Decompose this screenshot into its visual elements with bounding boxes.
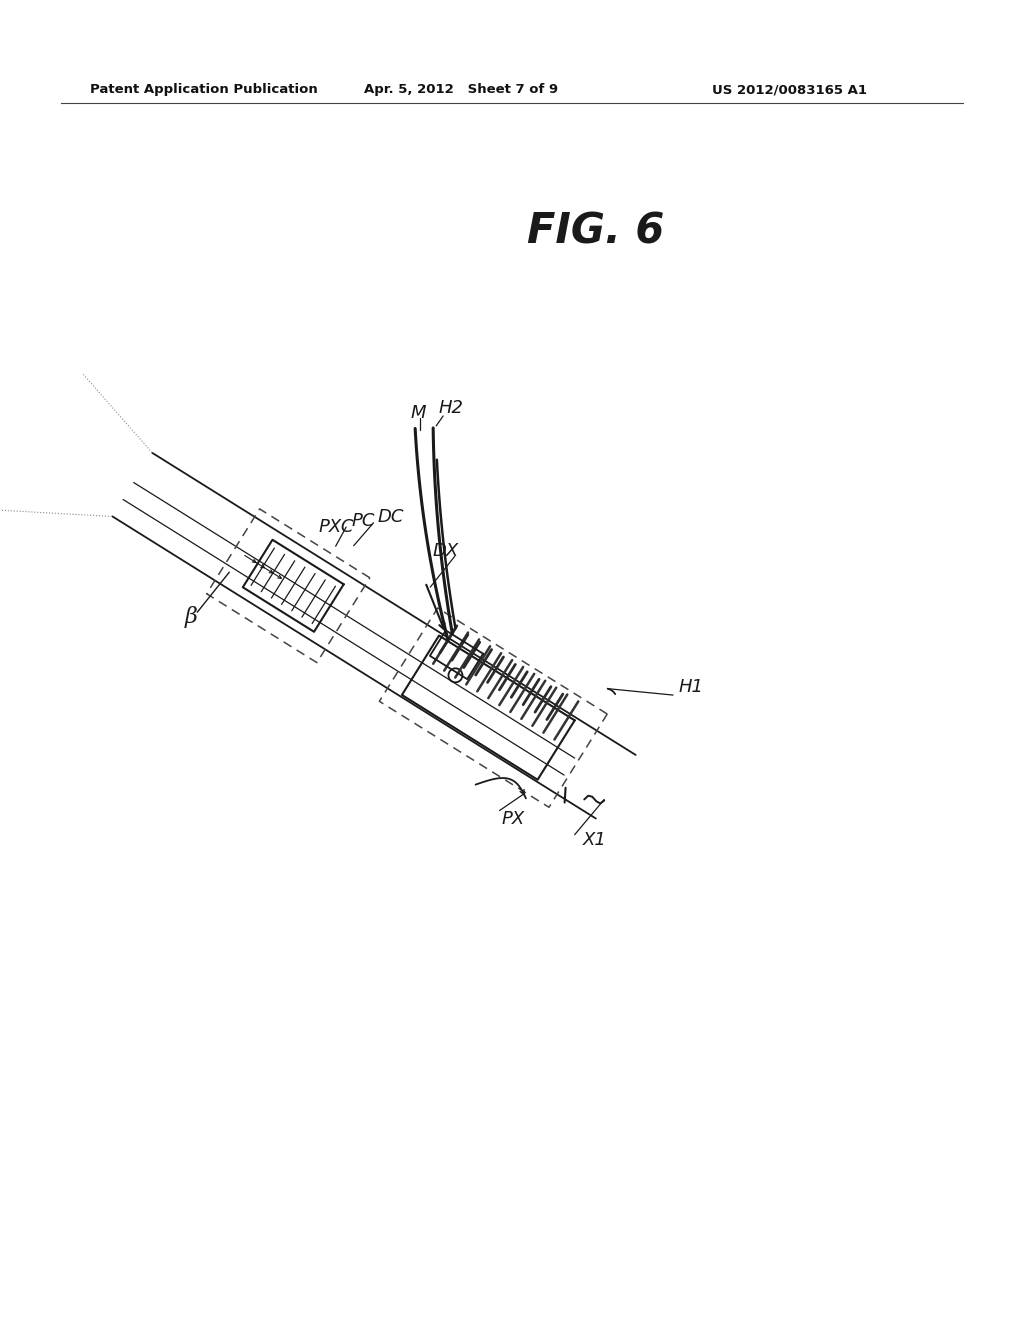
Text: X1: X1 xyxy=(583,830,606,849)
Text: H2: H2 xyxy=(438,399,463,417)
Text: PC: PC xyxy=(351,512,375,529)
Text: DC: DC xyxy=(378,508,404,525)
Text: Apr. 5, 2012   Sheet 7 of 9: Apr. 5, 2012 Sheet 7 of 9 xyxy=(364,83,558,96)
Text: M: M xyxy=(411,404,426,422)
Text: DX: DX xyxy=(433,543,459,561)
Text: US 2012/0083165 A1: US 2012/0083165 A1 xyxy=(712,83,866,96)
Text: PXC: PXC xyxy=(318,517,353,536)
Text: Patent Application Publication: Patent Application Publication xyxy=(90,83,317,96)
Text: β: β xyxy=(184,606,198,628)
Text: PX: PX xyxy=(502,809,525,828)
Text: H1: H1 xyxy=(678,678,703,696)
Text: FIG. 6: FIG. 6 xyxy=(527,210,665,252)
